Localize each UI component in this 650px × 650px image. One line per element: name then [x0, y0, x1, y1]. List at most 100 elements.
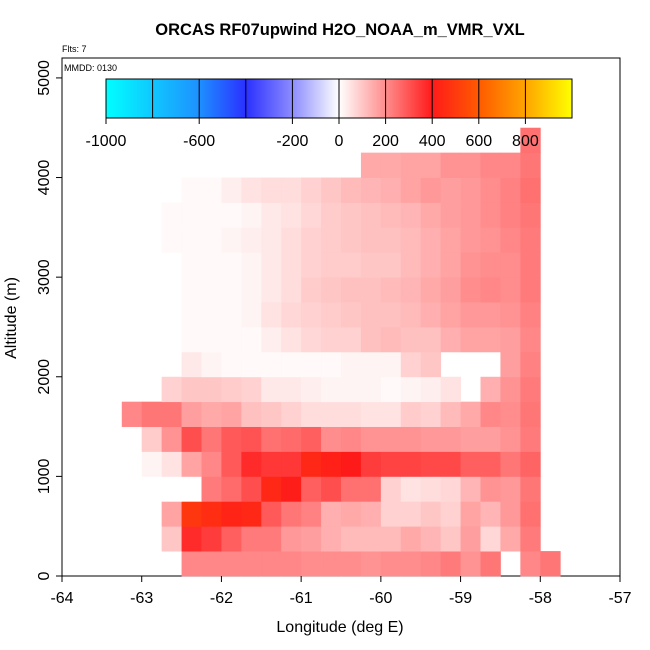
- heatmap-cell: [261, 302, 282, 328]
- heatmap-cell: [201, 326, 222, 353]
- heatmap-cell: [400, 451, 422, 477]
- heatmap-cell: [520, 551, 541, 577]
- heatmap-cell: [221, 227, 242, 253]
- heatmap-cell: [500, 426, 521, 452]
- heatmap-cell: [241, 277, 262, 303]
- heatmap-cell: [480, 277, 501, 303]
- heatmap-cell: [221, 202, 242, 228]
- heatmap-cell: [480, 401, 501, 427]
- heatmap-cell: [221, 177, 242, 203]
- heatmap-cell: [321, 476, 342, 502]
- heatmap-cell: [380, 202, 402, 228]
- colorbar-ticks: -1000 -600 -200 0 200 400 600 800: [86, 79, 539, 150]
- colorbar-tick-label: 800: [512, 133, 539, 150]
- heatmap-cell: [520, 177, 541, 203]
- heatmap-cell: [221, 551, 242, 577]
- colorbar-tick-label: -200: [276, 133, 308, 150]
- heatmap-cell: [400, 202, 422, 228]
- heatmap-cell: [520, 401, 541, 427]
- heatmap-cell: [380, 476, 402, 502]
- heatmap-cell: [181, 451, 202, 477]
- heatmap-cell: [321, 302, 342, 328]
- heatmap-cell: [121, 401, 143, 427]
- colorbar-tick-label: -600: [183, 133, 215, 150]
- heatmap-cell: [360, 326, 382, 353]
- x-tick-label: -61: [290, 590, 313, 607]
- heatmap-cell: [480, 227, 501, 253]
- heatmap-cell: [460, 152, 481, 178]
- heatmap-cell: [440, 501, 461, 527]
- heatmap-cell: [201, 252, 222, 278]
- heatmap-cell: [380, 227, 402, 253]
- heatmap-cell: [341, 177, 362, 203]
- heatmap-cell: [321, 252, 342, 278]
- heatmap-cell: [261, 351, 282, 378]
- heatmap-cell: [181, 376, 202, 403]
- heatmap-cell: [341, 526, 362, 552]
- heatmap-cell: [520, 351, 541, 378]
- heatmap-cell: [301, 376, 322, 403]
- heatmap-cell: [181, 302, 202, 328]
- chart-title: ORCAS RF07upwind H2O_NOAA_m_VMR_VXL: [155, 21, 524, 39]
- heatmap-cell: [360, 401, 382, 427]
- heatmap-cells: [121, 127, 561, 577]
- heatmap-cell: [380, 326, 402, 353]
- heatmap-cell: [161, 476, 182, 502]
- heatmap-cell: [400, 177, 422, 203]
- heatmap-cell: [321, 277, 342, 303]
- heatmap-cell: [301, 277, 322, 303]
- heatmap-cell: [241, 476, 262, 502]
- heatmap-cell: [520, 152, 541, 178]
- heatmap-cell: [281, 177, 302, 203]
- heatmap-cell: [460, 252, 481, 278]
- heatmap-cell: [420, 376, 442, 403]
- heatmap-cell: [141, 426, 163, 452]
- heatmap-cell: [400, 401, 422, 427]
- heatmap-cell: [201, 376, 222, 403]
- heatmap-cell: [261, 326, 282, 353]
- heatmap-cell: [380, 152, 402, 178]
- heatmap-cell: [440, 426, 461, 452]
- heatmap-cell: [281, 426, 302, 452]
- heatmap-cell: [400, 277, 422, 303]
- heatmap-cell: [321, 326, 342, 353]
- heatmap-cell: [420, 501, 442, 527]
- heatmap-cell: [341, 351, 362, 378]
- colorbar-tick-label: 200: [372, 133, 399, 150]
- heatmap-cell: [380, 426, 402, 452]
- heatmap-cell: [400, 501, 422, 527]
- heatmap-cell: [321, 351, 342, 378]
- heatmap-cell: [241, 426, 262, 452]
- heatmap-cell: [480, 451, 501, 477]
- heatmap-cell: [241, 227, 262, 253]
- heatmap-cell: [460, 277, 481, 303]
- heatmap-cell: [201, 426, 222, 452]
- heatmap-cell: [520, 376, 541, 403]
- heatmap-cell: [241, 501, 262, 527]
- heatmap-cell: [261, 476, 282, 502]
- heatmap-cell: [420, 351, 442, 378]
- heatmap-cell: [460, 451, 481, 477]
- heatmap-cell: [420, 426, 442, 452]
- heatmap-cell: [261, 177, 282, 203]
- heatmap-cell: [420, 277, 442, 303]
- heatmap-cell: [360, 152, 382, 178]
- heatmap-cell: [201, 277, 222, 303]
- heatmap-cell: [440, 451, 461, 477]
- heatmap-cell: [500, 376, 521, 403]
- heatmap-cell: [321, 227, 342, 253]
- heatmap-cell: [161, 451, 182, 477]
- heatmap-cell: [420, 526, 442, 552]
- heatmap-cell: [341, 476, 362, 502]
- heatmap-cell: [380, 526, 402, 552]
- heatmap-cell: [281, 401, 302, 427]
- heatmap-cell: [141, 401, 163, 427]
- heatmap-cell: [241, 551, 262, 577]
- heatmap-cell: [281, 551, 302, 577]
- heatmap-cell: [420, 551, 442, 577]
- heatmap-cell: [341, 551, 362, 577]
- heatmap-cell: [261, 501, 282, 527]
- heatmap-cell: [341, 376, 362, 403]
- heatmap-cell: [420, 227, 442, 253]
- heatmap-cell: [360, 376, 382, 403]
